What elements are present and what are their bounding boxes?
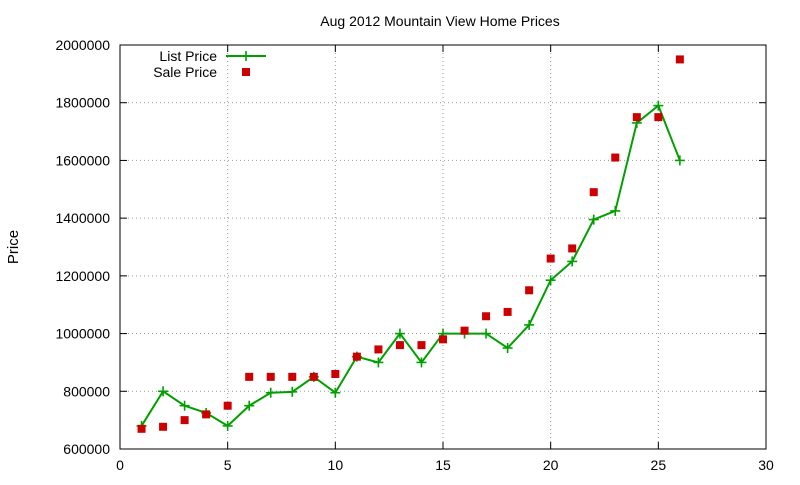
chart-title: Aug 2012 Mountain View Home Prices: [320, 13, 559, 29]
sale-price-point: [482, 312, 491, 321]
y-tick-label: 1400000: [55, 210, 110, 226]
y-axis-label: Price: [5, 230, 22, 264]
list-price-point: [567, 256, 578, 267]
sale-price-point: [288, 372, 297, 381]
x-tick-label: 10: [328, 457, 344, 473]
sale-price-point: [503, 307, 512, 316]
list-price-point: [524, 319, 535, 330]
sale-price-point: [654, 113, 663, 122]
list-price-point: [330, 387, 341, 398]
legend-sale-price-label: Sale Price: [153, 64, 217, 80]
list-price-point: [244, 400, 255, 411]
list-price-point: [394, 328, 405, 339]
sale-price-point: [202, 410, 211, 419]
list-price-point: [416, 357, 427, 368]
sale-price-point: [223, 401, 232, 410]
sale-price-point: [589, 188, 598, 197]
list-price-point: [287, 386, 298, 397]
y-tick-label: 1600000: [55, 152, 110, 168]
list-price-point: [481, 328, 492, 339]
sale-price-point: [460, 326, 469, 335]
y-tick-label: 1800000: [55, 95, 110, 111]
sale-price-point: [611, 153, 620, 162]
sale-price-point: [266, 372, 275, 381]
sale-price-point: [137, 424, 146, 433]
sale-price-point: [245, 372, 254, 381]
x-tick-label: 15: [435, 457, 451, 473]
list-price-point: [158, 386, 169, 397]
sale-price-point: [180, 416, 189, 425]
tick-layer: 600000 800000 1000000 1200000 1400000 1600000…: [55, 37, 774, 473]
list-price-point: [545, 275, 556, 286]
sale-price-point: [159, 422, 168, 431]
x-tick-label: 30: [758, 457, 774, 473]
sale-price-point: [374, 345, 383, 354]
sale-price-point: [439, 335, 447, 344]
sale-price-point: [331, 369, 340, 378]
list-price-point: [179, 400, 190, 411]
sale-price-point: [632, 113, 641, 122]
list-price-point: [502, 343, 513, 353]
sale-price-point: [675, 55, 684, 64]
legend-list-price-label: List Price: [159, 48, 217, 64]
x-tick-label: 0: [116, 457, 124, 473]
sale-price-point: [568, 244, 577, 253]
y-tick-label: 2000000: [55, 37, 110, 53]
x-tick-label: 5: [224, 457, 232, 473]
list-price-point: [373, 357, 384, 368]
y-tick-label: 1000000: [55, 326, 110, 342]
sale-price-point: [546, 254, 555, 263]
x-tick-label: 25: [651, 457, 667, 473]
sale-price-point: [417, 341, 426, 350]
series-layer: [136, 55, 685, 433]
x-tick-label: 20: [543, 457, 559, 473]
sale-price-point: [395, 341, 404, 350]
sale-price-point: [352, 352, 361, 361]
sale-price-point: [525, 286, 534, 295]
sale-price-point: [309, 372, 318, 381]
list-price-point: [222, 420, 233, 431]
y-tick-label: 1200000: [55, 268, 110, 284]
grid-layer: [120, 45, 766, 449]
y-tick-label: 600000: [63, 441, 110, 457]
list-price-point: [610, 205, 621, 216]
legend-sale-price-marker: [242, 68, 250, 76]
y-tick-label: 800000: [63, 383, 110, 399]
list-price-point: [588, 214, 599, 225]
list-price-point: [265, 387, 276, 398]
list-price-point: [653, 100, 664, 111]
legend-list-price-marker: [241, 51, 251, 61]
list-price-line: [140, 103, 681, 428]
list-price-point: [674, 155, 685, 166]
